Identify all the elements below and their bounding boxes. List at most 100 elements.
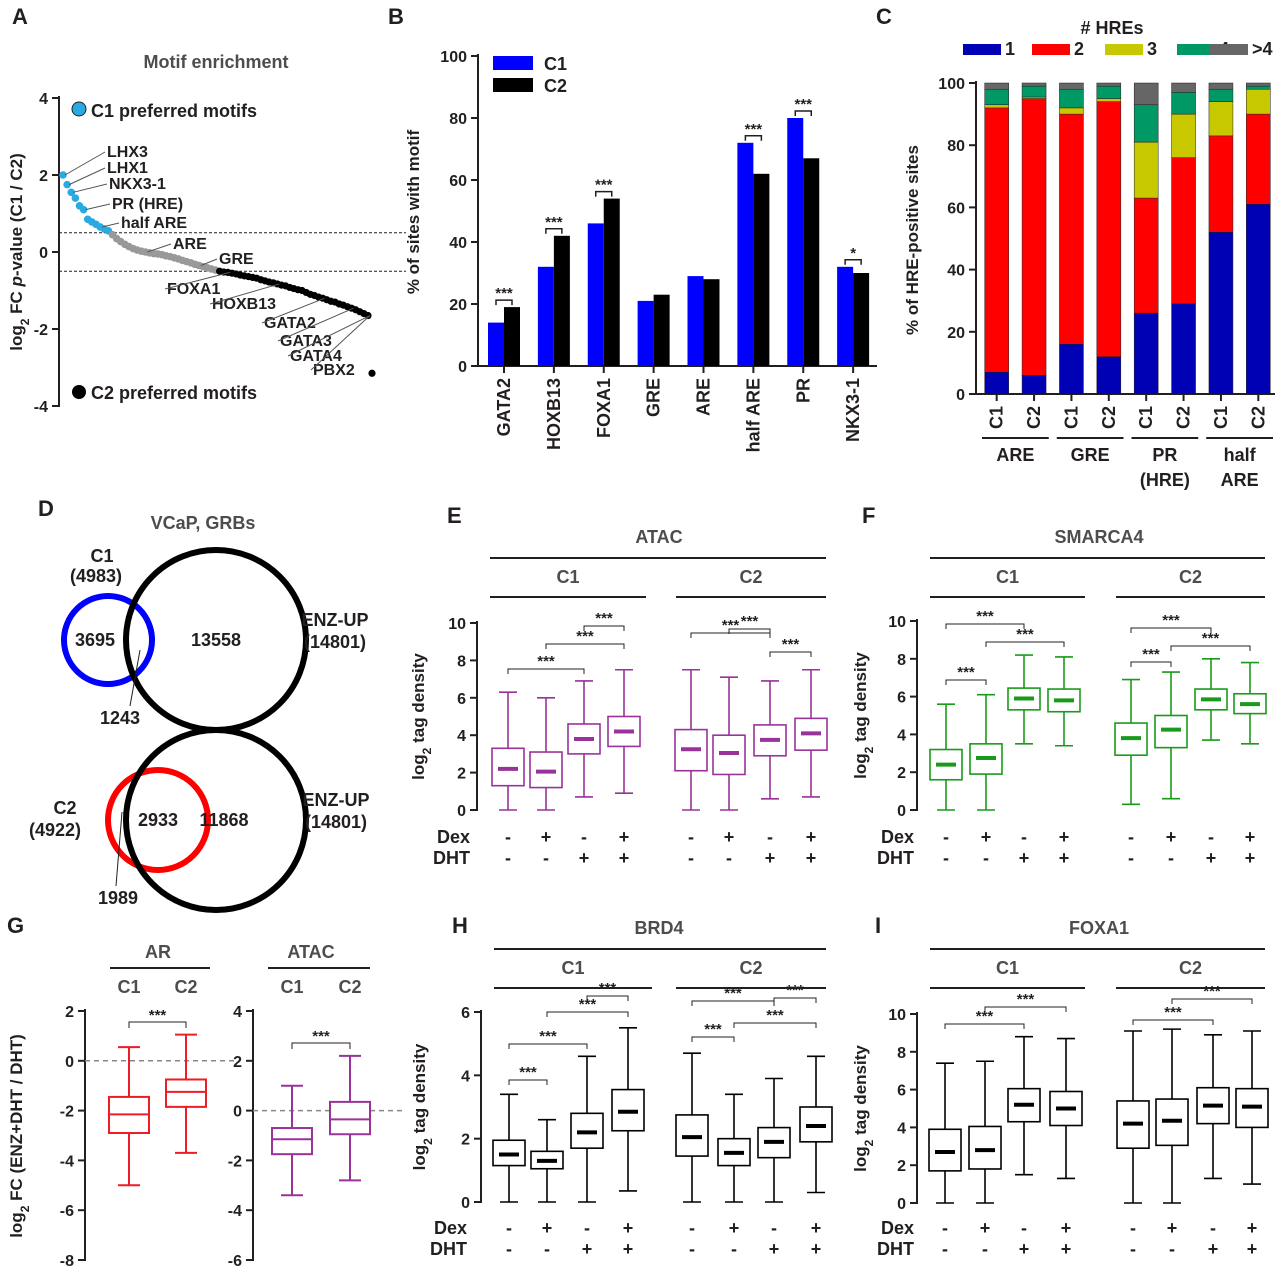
panel-h-sig-bracket: [691, 1000, 775, 1006]
panel-h-dht-sign: +: [623, 1239, 634, 1259]
panel-a-annotation: GATA2: [264, 315, 316, 332]
panel-h-dex-sign: -: [689, 1218, 695, 1238]
panel-h-sig-bracket: [508, 1079, 548, 1085]
panel-c-bar-segment: [1059, 88, 1084, 109]
panel-f-y-tick-label: 10: [888, 614, 906, 631]
panel-d-venn-c2: [105, 767, 211, 873]
panel-i-dht-sign: +: [1019, 1239, 1030, 1259]
panel-a-annotation: half ARE: [121, 215, 187, 232]
panel-c-bar-segment: [1096, 101, 1122, 357]
panel-b-bar-c1: [737, 142, 754, 366]
panel-c-y-tick-label: 40: [947, 263, 965, 280]
panel-a-annotation: PBX2: [313, 362, 355, 379]
panel-d-right-total: (14801): [305, 812, 367, 832]
panel-i-y-tick-label: 6: [897, 1083, 906, 1100]
panel-e-sig-label: ***: [576, 628, 594, 645]
panel-h-sig-label: ***: [704, 1021, 722, 1038]
panel-e-group-label: C2: [739, 567, 762, 587]
panel-e-sig-bracket: [769, 651, 812, 657]
panel-c-x-label: C1: [1211, 406, 1231, 429]
panel-b-sig-label: ***: [545, 214, 563, 231]
panel-b-sig-label: ***: [745, 121, 763, 138]
panel-i-dht-label: DHT: [877, 1239, 914, 1259]
panel-i-dex-sign: +: [1167, 1218, 1178, 1238]
panel-h-sig-label: ***: [539, 1028, 557, 1045]
panel-a-leader: [200, 258, 218, 266]
panel-label-h: H: [452, 913, 468, 938]
panel-a-leader: [287, 315, 371, 357]
panel-e-dex-sign: +: [619, 827, 630, 847]
panel-g-atac-y-tick-label: -6: [228, 1253, 242, 1270]
panel-c-bar-segment: [1096, 356, 1122, 395]
panel-i-dex-sign: -: [1210, 1218, 1216, 1238]
panel-h-dex-sign: -: [506, 1218, 512, 1238]
panel-h-sig-label: ***: [766, 1007, 784, 1024]
panel-g-atac-sig-label: ***: [312, 1028, 330, 1045]
panel-i-box: [1007, 1087, 1041, 1123]
panel-h-sig-label: ***: [786, 982, 804, 999]
panel-i-title: FOXA1: [1069, 918, 1129, 938]
panel-f-sig-bracket: [985, 641, 1065, 647]
panel-d-leader: [115, 811, 123, 887]
panel-b-bar-c1: [537, 266, 554, 366]
panel-c-bar-segment: [1133, 82, 1159, 106]
panel-h-dex-sign: -: [771, 1218, 777, 1238]
panel-i-dex-sign: +: [980, 1218, 991, 1238]
panel-i-dht-sign: +: [1061, 1239, 1072, 1259]
panel-i-y-tick-label: 8: [897, 1045, 906, 1062]
panel-a-point: [67, 188, 76, 197]
panel-c-y-tick-label: 80: [947, 138, 965, 155]
panel-i-sig-label: ***: [1164, 1004, 1182, 1021]
panel-c-bar-segment: [1208, 88, 1234, 102]
panel-a-legend-c2: C2 preferred motifs: [91, 383, 257, 403]
panel-f-dex-sign: -: [1208, 827, 1214, 847]
panel-i-dht-sign: +: [1247, 1239, 1258, 1259]
panel-c-legend-swatch: [1032, 44, 1070, 55]
panel-c-x-label: C2: [1024, 406, 1044, 429]
panel-i-y-tick-label: 0: [897, 1196, 906, 1213]
panel-a-leader: [209, 283, 280, 305]
panel-i-sig-label: ***: [1203, 983, 1221, 1000]
panel-c-bar-segment: [1208, 82, 1234, 90]
panel-b-x-label: NKX3-1: [843, 378, 863, 442]
panel-b-y-tick-label: 20: [449, 297, 467, 314]
panel-c-legend-swatch: [1210, 44, 1248, 55]
panel-g-ar-y-tick-label: -8: [60, 1253, 74, 1270]
panel-g-atac-x-label: C1: [280, 977, 303, 997]
panel-b-y-tick-label: 0: [458, 359, 467, 376]
panel-c-legend-label: 3: [1147, 39, 1157, 59]
panel-c-bar-segment: [1133, 197, 1159, 314]
panel-f-dht-sign: -: [943, 848, 949, 868]
panel-b-bar-c2: [603, 198, 620, 366]
panel-d-right-total: (14801): [304, 632, 366, 652]
panel-f-sig-bracket: [945, 623, 1025, 629]
panel-c-legend-swatch: [1105, 44, 1143, 55]
panel-i-dex-sign: +: [1061, 1218, 1072, 1238]
panel-c-bar-segment: [984, 88, 1009, 106]
panel-c-bar-segment: [1246, 82, 1271, 87]
panel-c-bar-segment: [1246, 113, 1271, 205]
panel-h-dht-sign: -: [506, 1239, 512, 1259]
panel-g-atac-sig-bracket: [291, 1042, 351, 1049]
panel-f-dex-sign: +: [981, 827, 992, 847]
panel-e-title: ATAC: [635, 527, 682, 547]
panel-g-ar-y-tick-label: -2: [60, 1104, 74, 1121]
panel-h-dex-label: Dex: [434, 1218, 467, 1238]
panel-b-sig-label: ***: [495, 285, 513, 302]
panel-d-left-only: 3695: [75, 630, 115, 650]
panel-c-bar-segment: [1059, 113, 1084, 345]
panel-e-sig-label: ***: [537, 653, 555, 670]
panel-f-dex-label: Dex: [881, 827, 914, 847]
panel-b-ylabel: % of sites with motif: [404, 129, 423, 294]
panel-g-ar-y-tick-label: -4: [60, 1153, 74, 1170]
panel-d-right-only: 13558: [191, 630, 241, 650]
panel-b-bar-c1: [837, 266, 854, 366]
panel-b-sig-label: ***: [794, 96, 812, 113]
panel-f-y-tick-label: 4: [897, 727, 906, 744]
panel-c-bar-segment: [1133, 312, 1159, 395]
panel-f-y-tick-label: 8: [897, 652, 906, 669]
panel-c-bar-segment: [1171, 82, 1196, 93]
panel-i-dex-sign: -: [1021, 1218, 1027, 1238]
panel-h-sig-label: ***: [599, 980, 617, 997]
panel-b-x-label: FOXA1: [594, 378, 614, 438]
